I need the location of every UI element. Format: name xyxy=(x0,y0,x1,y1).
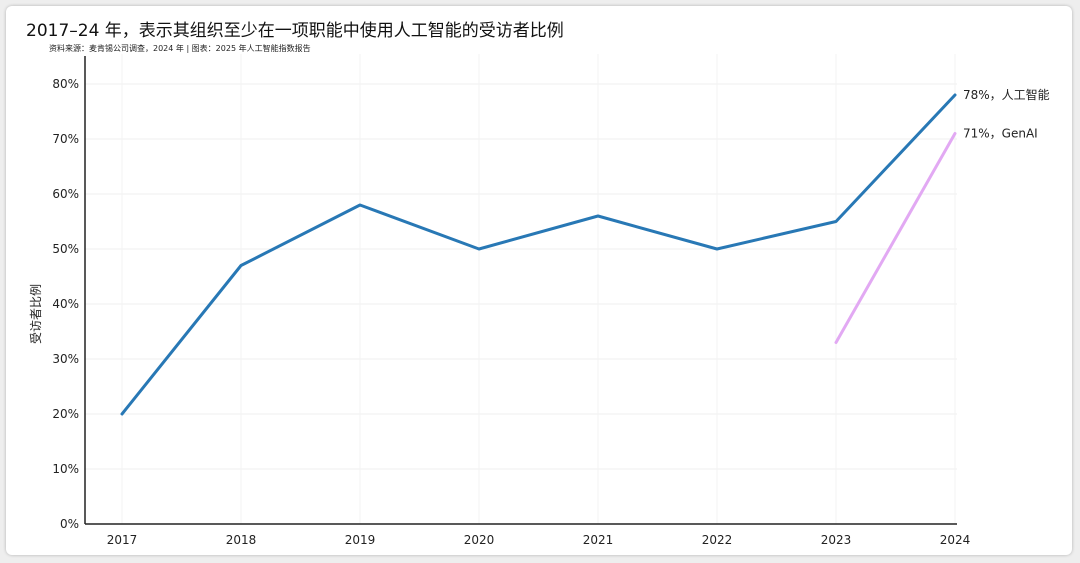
y-tick-label: 80% xyxy=(52,77,79,91)
grid-lines xyxy=(85,54,957,524)
x-tick-label: 2021 xyxy=(583,533,614,547)
y-tick-label: 70% xyxy=(52,132,79,146)
chart-subtitle: 资料来源：麦肯锡公司调查，2024 年 | 图表：2025 年人工智能指数报告 xyxy=(49,44,311,53)
y-tick-label: 20% xyxy=(52,407,79,421)
y-tick-label: 40% xyxy=(52,297,79,311)
series-line xyxy=(120,93,957,416)
x-tick-label: 2019 xyxy=(345,533,376,547)
series-end-labels: 78%，人工智能 71%，GenAI xyxy=(963,87,1050,141)
y-tick-label: 50% xyxy=(52,242,79,256)
x-tick-label: 2020 xyxy=(464,533,495,547)
y-tick-label: 10% xyxy=(52,462,79,476)
x-tick-label: 2024 xyxy=(940,533,971,547)
x-tick-label: 2017 xyxy=(107,533,138,547)
y-tick-label: 30% xyxy=(52,352,79,366)
y-tick-label: 60% xyxy=(52,187,79,201)
x-tick-labels: 2017 2018 2019 2020 2021 2022 2023 2024 xyxy=(107,533,971,547)
y-tick-labels: 0% 10% 20% 30% 40% 50% 60% 70% 80% xyxy=(52,77,79,531)
y-axis-label: 受访者比例 xyxy=(29,284,43,344)
series-end-label: 78%，人工智能 xyxy=(963,87,1050,102)
x-tick-label: 2023 xyxy=(821,533,852,547)
chart-title: 2017–24 年，表示其组织至少在一项职能中使用人工智能的受访者比例 xyxy=(26,21,564,41)
series-end-label: 71%，GenAI xyxy=(963,127,1038,141)
y-tick-label: 0% xyxy=(60,517,79,531)
x-tick-label: 2022 xyxy=(702,533,733,547)
x-tick-label: 2018 xyxy=(226,533,257,547)
series-lines xyxy=(120,93,957,416)
series-line xyxy=(834,132,957,344)
chart-card: 2017–24 年，表示其组织至少在一项职能中使用人工智能的受访者比例 资料来源… xyxy=(6,6,1072,555)
